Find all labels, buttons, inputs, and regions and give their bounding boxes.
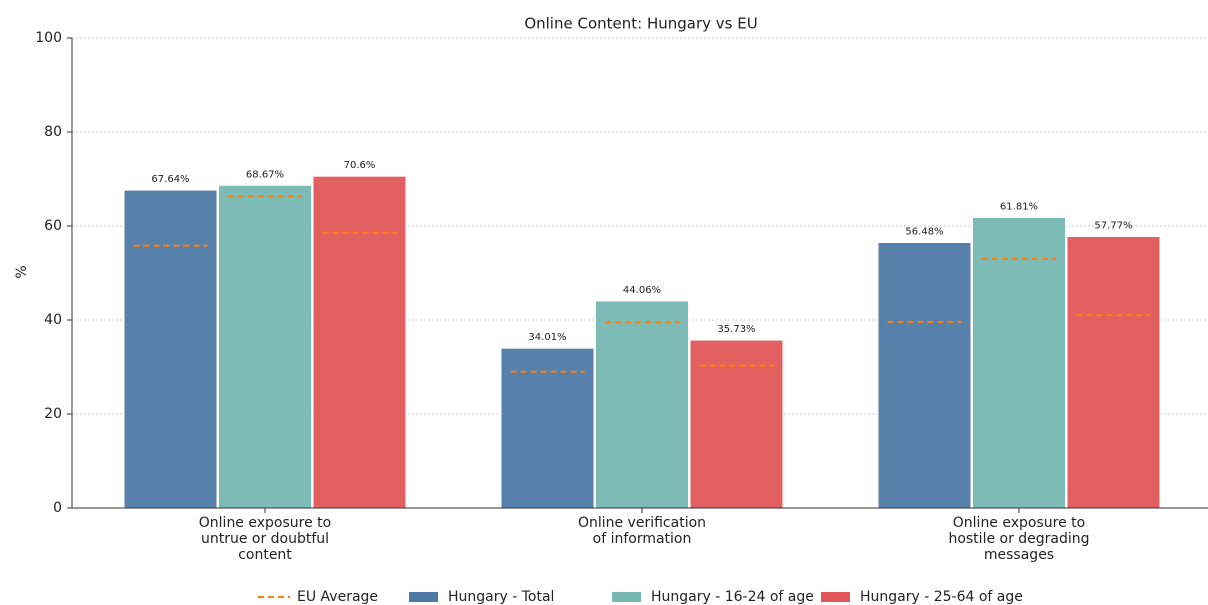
bar [123,189,218,509]
x-tick-label: Online verification [578,515,706,531]
y-tick-label: 60 [44,218,62,234]
x-tick-label: hostile or degrading [948,531,1089,547]
value-label: 57.77% [1094,220,1132,231]
value-label: 44.06% [623,285,661,296]
x-tick-label: untrue or doubtful [201,531,329,547]
value-label: 56.48% [905,227,943,238]
x-tick-label: of information [593,531,692,547]
legend-swatch [821,592,850,602]
x-tick-label: content [238,547,292,563]
x-tick-label: Online exposure to [953,515,1085,531]
legend-swatch [409,592,438,602]
legend-label: Hungary - 16-24 of age [651,589,814,605]
bar [500,347,595,509]
bar [877,242,972,509]
y-tick-label: 0 [53,500,62,516]
y-tick-label: 20 [44,406,62,422]
y-tick-label: 40 [44,312,62,328]
x-tick-label: messages [984,547,1054,563]
bar [972,216,1066,509]
legend-label: EU Average [297,589,378,605]
bar [1066,235,1161,509]
legend-label: Hungary - Total [448,589,554,605]
x-tick-label: Online exposure to [199,515,331,531]
y-axis-label: % [14,265,30,278]
bar [218,184,312,509]
y-tick-label: 80 [44,124,62,140]
value-label: 34.01% [528,332,566,343]
value-label: 70.6% [344,160,376,171]
value-label: 68.67% [246,169,284,180]
legend-label: Hungary - 25-64 of age [860,589,1023,605]
bar [312,175,407,509]
chart-title: Online Content: Hungary vs EU [524,15,757,33]
value-label: 67.64% [151,174,189,185]
value-label: 35.73% [717,324,755,335]
y-tick-label: 100 [35,30,62,46]
legend-swatch [612,592,641,602]
value-label: 61.81% [1000,201,1038,212]
bar [595,300,689,509]
bar [689,339,784,509]
